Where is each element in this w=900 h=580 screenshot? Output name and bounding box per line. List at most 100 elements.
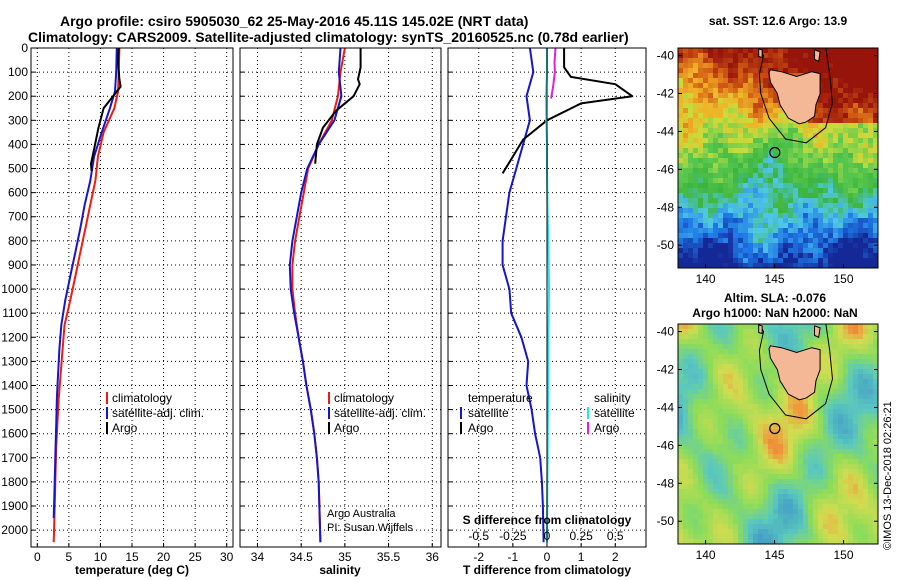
map-cell [693,88,699,94]
map-cell [693,213,699,219]
map-cell [683,148,689,154]
map-cell [773,163,779,169]
map-cell [848,153,854,159]
map-cell [718,389,724,395]
map-cell [798,409,804,415]
map-cell [793,474,799,480]
map-cell [793,539,799,544]
map-cell [688,349,694,355]
map-cell [868,93,874,99]
map-cell [838,449,844,455]
map-cell [818,128,824,134]
map-cell [768,459,774,465]
map-cell [708,108,714,114]
map-cell [718,133,724,139]
map-cell [788,228,794,234]
map-cell [833,68,839,74]
map-cell [708,68,714,74]
map-cell [823,158,829,164]
map-cell [813,479,819,485]
map-cell [678,83,684,89]
map-cell [793,324,799,330]
map-cell [683,444,689,450]
map-cell [738,138,744,144]
map-cell [853,83,859,89]
map-cell [813,514,819,520]
map-cell [693,334,699,340]
map-cell [823,324,829,330]
map-cell [748,504,754,510]
difference-panel: -2 -1 0 1 2-0.5 -0.25 0 0.25 0.5 [447,47,647,564]
map-cell [808,203,814,209]
plot-frame [239,47,442,548]
map-cell [808,263,814,268]
map-cell [678,183,684,189]
map-cell [868,208,874,214]
map-cell [698,158,704,164]
map-cell [678,238,684,244]
map-cell [838,243,844,249]
map-cell [703,409,709,415]
map-cell [678,394,684,400]
map-cell [718,143,724,149]
map-cell [833,364,839,370]
map-cell [743,233,749,239]
map-cell [823,258,829,264]
map-cell [863,454,869,460]
map-cell [833,424,839,430]
map-x-tick-label: 145 [765,272,785,286]
legend-label-satellite: satellite-adj. clim. [112,406,204,420]
map-cell [688,504,694,510]
map-cell [733,68,739,74]
map-cell [713,459,719,465]
map-cell [848,173,854,179]
y-tick-label: 1600 [1,427,28,441]
map-cell [853,233,859,239]
map-cell [713,128,719,134]
map-cell [813,524,819,530]
map-cell [708,213,714,219]
map-cell [678,344,684,350]
map-cell [748,183,754,189]
map-cell [798,484,804,490]
series-group [501,48,634,543]
map-cell [753,203,759,209]
map-cell [833,108,839,114]
map-cell [833,464,839,470]
map-cell [718,53,724,59]
map-cell [763,48,769,54]
map-cell [693,238,699,244]
map-cell [853,208,859,214]
map-cell [773,419,779,425]
map-cell [818,83,824,89]
map-cell [693,133,699,139]
map-cell [798,233,804,239]
map-cell [798,414,804,420]
map-cell [828,399,834,405]
map-cell [798,509,804,515]
map-cell [853,193,859,199]
map-cell [743,243,749,249]
map-cell [743,414,749,420]
map-cell [698,223,704,229]
map-cell [808,168,814,174]
map-cell [798,253,804,259]
map-cell [703,103,709,109]
map-cell [733,263,739,268]
map-cell [693,449,699,455]
map-cell [723,208,729,214]
map-cell [698,188,704,194]
map-cell [768,454,774,460]
map-cell [738,253,744,259]
map-cell [803,48,809,54]
map-cell [843,459,849,465]
map-cell [823,364,829,370]
map-cell [863,329,869,335]
x-tick-label: 34.5 [289,550,313,564]
map-cell [708,133,714,139]
map-cell [828,88,834,94]
map-cell [858,233,864,239]
map-cell [843,524,849,530]
map-cell [763,93,769,99]
map-cell [688,479,694,485]
